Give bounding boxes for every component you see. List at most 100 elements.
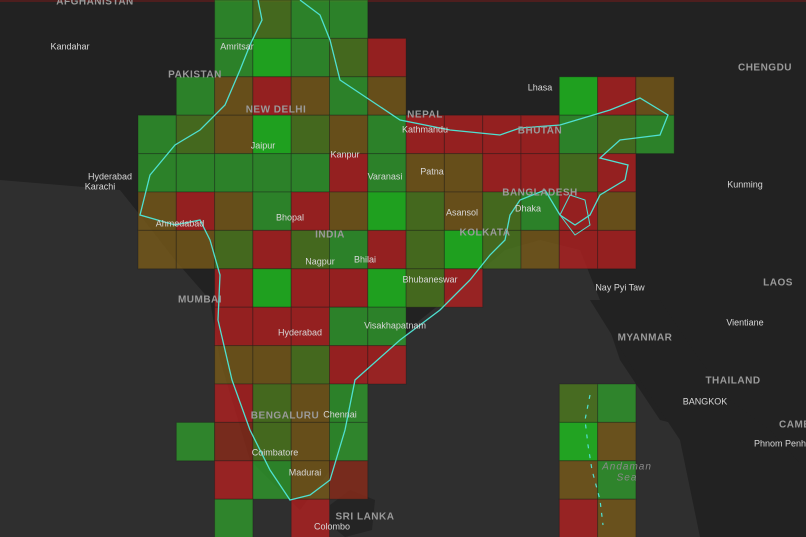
place-label: BHUTAN bbox=[518, 126, 562, 137]
heat-cell bbox=[214, 306, 254, 347]
place-label: Hyderabad bbox=[88, 171, 132, 181]
heat-cell bbox=[443, 153, 484, 193]
heat-cell bbox=[252, 421, 292, 462]
place-label: MUMBAI bbox=[178, 295, 222, 306]
heat-cell bbox=[367, 306, 407, 347]
place-label: Patna bbox=[420, 166, 444, 176]
heat-cell bbox=[290, 0, 331, 39]
heat-cell bbox=[558, 76, 599, 116]
heat-cell bbox=[367, 37, 407, 78]
heat-cell bbox=[252, 268, 292, 308]
heat-cell bbox=[329, 114, 369, 155]
heat-cell bbox=[367, 268, 407, 308]
place-label: Kanpur bbox=[330, 149, 359, 159]
heat-cell bbox=[252, 383, 292, 423]
place-label: Lhasa bbox=[528, 82, 553, 92]
place-label: Kandahar bbox=[50, 41, 89, 51]
heat-cell bbox=[405, 114, 445, 155]
heat-cell bbox=[558, 498, 599, 537]
heat-cell bbox=[482, 191, 522, 231]
heat-cell bbox=[597, 498, 637, 537]
heat-cell bbox=[175, 153, 216, 193]
place-label: Visakhapatnam bbox=[364, 320, 426, 330]
place-label: Nay Pyi Taw bbox=[595, 282, 645, 292]
heat-cell bbox=[137, 229, 177, 270]
place-label: Sea bbox=[617, 473, 638, 484]
heat-cell bbox=[329, 345, 369, 385]
bangladesh-border bbox=[559, 194, 591, 236]
place-labels: AFGHANISTAN Kandahar PAKISTAN Amritsar NEW D… bbox=[50, 0, 806, 531]
place-label: Andaman bbox=[601, 462, 652, 473]
place-label: CAMB bbox=[779, 420, 806, 431]
land-southeast-asia bbox=[590, 300, 806, 537]
heat-cell bbox=[443, 229, 484, 270]
heat-cell bbox=[597, 191, 637, 231]
place-label: KOLKATA bbox=[460, 228, 511, 239]
heat-cell bbox=[252, 191, 292, 231]
place-label: Vientiane bbox=[726, 317, 763, 327]
heat-cell bbox=[329, 268, 369, 308]
place-label: Varanasi bbox=[368, 171, 403, 181]
heat-cell bbox=[290, 498, 331, 537]
place-label: INDIA bbox=[315, 230, 345, 241]
heat-cell bbox=[558, 383, 599, 423]
heat-cell bbox=[175, 229, 216, 270]
heat-cell bbox=[175, 76, 216, 116]
heat-cell bbox=[367, 114, 407, 155]
heat-cell bbox=[597, 114, 637, 155]
andaman-islands bbox=[584, 394, 604, 526]
heat-cell bbox=[329, 0, 369, 39]
heat-cell bbox=[520, 191, 560, 231]
heat-cell bbox=[252, 345, 292, 385]
heat-cell bbox=[290, 191, 331, 231]
heat-cell bbox=[558, 114, 599, 155]
heat-cell bbox=[520, 114, 560, 155]
heat-cell bbox=[214, 114, 254, 155]
place-label: Nagpur bbox=[305, 256, 335, 266]
place-label: AFGHANISTAN bbox=[56, 0, 134, 8]
place-label: THAILAND bbox=[705, 376, 760, 387]
heat-cell bbox=[329, 460, 369, 500]
heat-cell bbox=[214, 37, 254, 78]
place-label: SRI LANKA bbox=[336, 512, 395, 523]
place-label: Kunming bbox=[727, 179, 763, 189]
place-label: Bhopal bbox=[276, 212, 304, 222]
heat-grid bbox=[137, 0, 675, 537]
heat-cell bbox=[214, 0, 254, 39]
place-label: Kathmandu bbox=[402, 124, 448, 134]
place-label: Jaipur bbox=[251, 140, 276, 150]
place-label: MYANMAR bbox=[618, 333, 673, 344]
heat-cell bbox=[520, 229, 560, 270]
heat-cell bbox=[290, 306, 331, 347]
place-label: LAOS bbox=[763, 278, 793, 289]
place-label: Amritsar bbox=[220, 41, 254, 51]
heat-cell bbox=[405, 153, 445, 193]
heat-cell bbox=[252, 37, 292, 78]
heat-cell bbox=[597, 229, 637, 270]
heat-cell bbox=[214, 421, 254, 462]
india-border bbox=[139, 0, 669, 501]
place-label: Chennai bbox=[323, 409, 357, 419]
heat-cell bbox=[214, 191, 254, 231]
heat-cell bbox=[290, 153, 331, 193]
heat-cell bbox=[405, 229, 445, 270]
heat-cell bbox=[290, 114, 331, 155]
heat-cell bbox=[290, 345, 331, 385]
place-label: BANGKOK bbox=[683, 396, 728, 406]
heat-cell bbox=[329, 306, 369, 347]
heat-cell bbox=[329, 76, 369, 116]
heat-cell bbox=[367, 345, 407, 385]
heat-cell bbox=[520, 153, 560, 193]
heat-cell bbox=[214, 345, 254, 385]
heat-cell bbox=[290, 76, 331, 116]
heat-cell bbox=[214, 460, 254, 500]
heat-cell bbox=[482, 153, 522, 193]
place-label: Coimbatore bbox=[252, 447, 299, 457]
heat-cell bbox=[367, 153, 407, 193]
place-label: Bhilai bbox=[354, 254, 376, 264]
heat-cell bbox=[635, 114, 675, 155]
heat-cell bbox=[443, 114, 484, 155]
heat-cell bbox=[252, 114, 292, 155]
heat-cell bbox=[558, 421, 599, 462]
place-label: Karachi bbox=[85, 181, 116, 191]
